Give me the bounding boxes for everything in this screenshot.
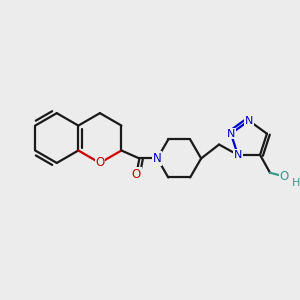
Text: N: N [245,116,253,126]
Text: O: O [95,156,104,170]
Text: N: N [234,150,242,160]
Text: N: N [153,152,162,165]
Text: H: H [292,178,300,188]
Text: O: O [279,170,289,183]
Text: O: O [132,168,141,181]
Text: N: N [227,129,235,139]
